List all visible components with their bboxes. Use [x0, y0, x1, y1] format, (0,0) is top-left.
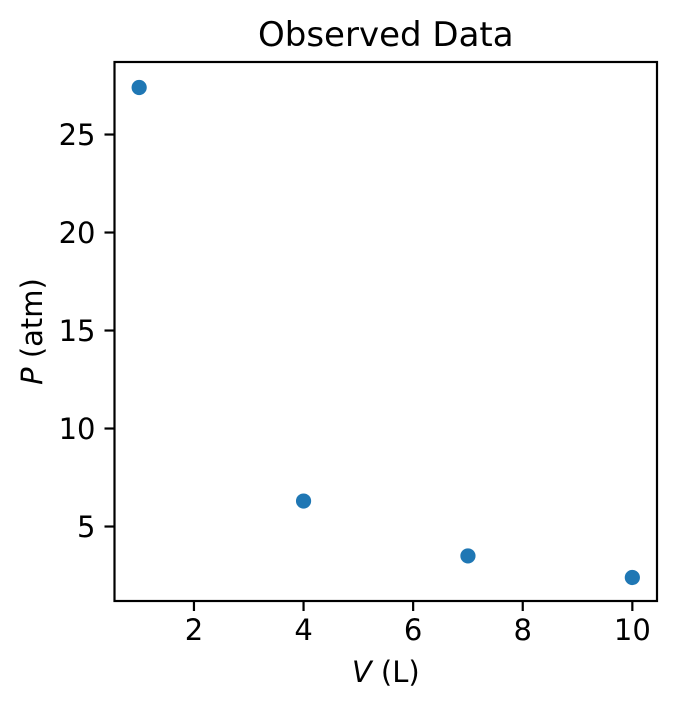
y-tick-label: 20: [59, 216, 96, 250]
x-tick-label: 8: [514, 613, 532, 647]
plot-area: 2 4 6 8 10 5 10 15 20 25: [59, 60, 659, 647]
x-tick-label: 10: [614, 613, 651, 647]
chart-title: Observed Data: [258, 15, 514, 55]
data-point: [460, 548, 476, 564]
x-tick-label: 2: [185, 613, 203, 647]
axes-frame: [113, 60, 659, 603]
x-tick-label: 6: [404, 613, 422, 647]
y-tick-label: 25: [59, 118, 96, 152]
y-axis-label-unit: (atm): [15, 278, 49, 358]
y-tick-label: 10: [59, 412, 96, 446]
x-axis-label-unit: (L): [381, 655, 420, 689]
x-tick-label: 4: [294, 613, 312, 647]
data-point: [131, 79, 147, 96]
x-axis-label-variable: V: [352, 655, 374, 689]
data-point: [624, 569, 640, 586]
y-axis-label-variable: P: [15, 367, 49, 385]
y-tick-label: 15: [59, 314, 96, 348]
x-axis-label: V (L): [352, 655, 420, 689]
y-tick-label: 5: [77, 510, 95, 544]
y-axis-label: P (atm): [15, 278, 49, 385]
data-point: [295, 493, 312, 509]
